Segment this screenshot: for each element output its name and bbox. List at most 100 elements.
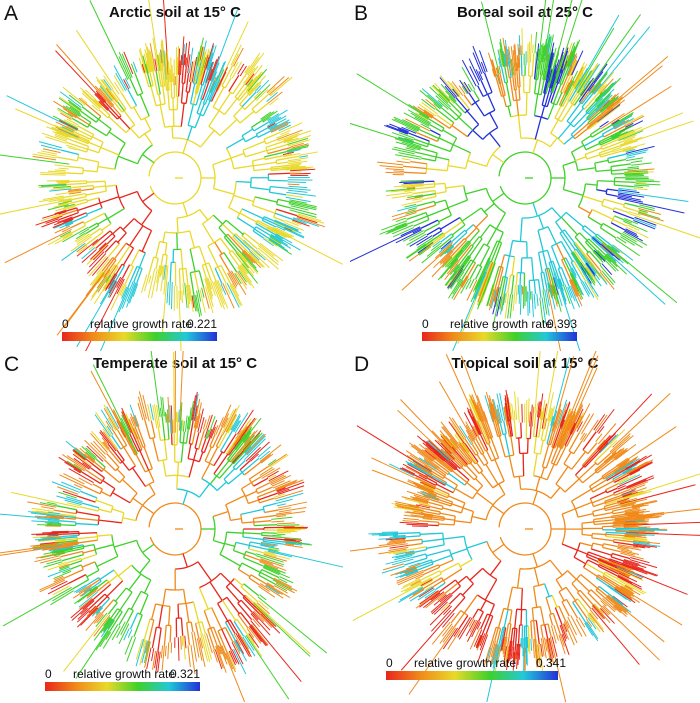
tree-branch (92, 483, 103, 490)
tree-branch (627, 167, 640, 170)
tree-branch (155, 71, 161, 95)
tree-branch (187, 443, 192, 459)
tree-branch (464, 227, 477, 240)
tree-branch (259, 497, 275, 504)
tree-branch (507, 397, 512, 419)
tree-branch (623, 206, 639, 213)
tree-branch (479, 224, 491, 238)
tree-branch (145, 640, 149, 654)
tree-branch (194, 114, 202, 128)
tree-branch (557, 433, 564, 447)
tree-arc (114, 264, 119, 268)
tree-branch (226, 596, 240, 614)
tree-branch (62, 569, 71, 574)
tree-branch (582, 431, 597, 451)
tree-branch (402, 578, 421, 588)
tree-branch (247, 68, 268, 92)
tree-arc (562, 165, 566, 190)
tree-branch (98, 118, 112, 130)
tree-branch (0, 545, 60, 556)
tree-branch (245, 446, 261, 462)
tree-branch (269, 237, 285, 249)
tree-arc (551, 240, 562, 247)
tree-branch (471, 621, 480, 638)
tree-branch (405, 466, 428, 479)
tree-branch (54, 540, 67, 543)
tree-branch (388, 546, 409, 551)
tree-arc (485, 188, 506, 214)
tree-branch (245, 550, 257, 556)
tree-branch (84, 439, 105, 461)
tree-branch (630, 557, 650, 564)
tree-branch (235, 233, 244, 242)
tree-branch (614, 449, 628, 460)
tree-branch (504, 66, 509, 83)
tree-branch (237, 266, 251, 286)
tree-arc (133, 218, 152, 232)
tree-branch (58, 564, 69, 569)
tree-branch (160, 50, 164, 64)
tree-branch (398, 136, 414, 143)
tree-branch (482, 421, 491, 439)
tree-branch (97, 217, 108, 225)
tree-branch (512, 628, 516, 647)
tree-branch (254, 85, 262, 92)
tree-branch (53, 100, 78, 117)
tree-branch (612, 506, 633, 512)
tree-branch (580, 281, 590, 297)
tree-branch (618, 459, 630, 468)
tree-branch (143, 618, 151, 640)
tree-branch (181, 36, 185, 66)
tree-branch (538, 215, 545, 229)
tree-branch (639, 204, 655, 210)
tree-branch (564, 433, 572, 446)
tree-branch (188, 400, 194, 430)
tree-branch (389, 463, 415, 477)
tree-branch (54, 133, 68, 140)
tree-branch (469, 398, 480, 422)
tree-branch (436, 448, 450, 461)
tree-branch (186, 41, 191, 67)
tree-branch (106, 453, 120, 468)
tree-branch (631, 500, 658, 508)
tree-branch (401, 126, 417, 134)
tree-branch (477, 634, 489, 662)
tree-branch (610, 561, 632, 571)
tree-branch (633, 543, 658, 548)
tree-branch (200, 82, 207, 100)
tree-branch (66, 141, 88, 150)
tree-branch (164, 242, 168, 255)
tree-branch (562, 623, 570, 640)
tree-arc (86, 199, 89, 203)
tree-branch (126, 282, 137, 308)
tree-branch (242, 140, 266, 151)
tree-branch (593, 235, 603, 244)
tree-arc (190, 245, 200, 250)
tree-arc (482, 127, 499, 140)
tree-branch (433, 514, 445, 518)
tree-arc (476, 594, 495, 605)
tree-branch (79, 587, 92, 597)
tree-branch (618, 572, 638, 583)
tree-branch (473, 426, 480, 436)
tree-branch (95, 606, 103, 614)
tree-arc (542, 466, 547, 469)
tree-branch (268, 470, 289, 482)
tree-branch (232, 73, 247, 95)
tree-branch (624, 115, 645, 127)
tree-branch (113, 242, 127, 260)
tree-branch (151, 627, 157, 649)
tree-branch (395, 569, 418, 579)
tree-branch (611, 168, 628, 172)
tree-branch (428, 143, 451, 153)
tree-branch (231, 283, 240, 297)
tree-branch (100, 409, 114, 429)
tree-branch (216, 460, 230, 477)
tree-branch (73, 468, 81, 474)
tree-branch (399, 569, 419, 578)
tree-branch (603, 471, 615, 480)
tree-branch (508, 455, 515, 478)
tree-branch (76, 606, 98, 628)
tree-branch (371, 469, 437, 496)
tree-branch (275, 479, 304, 491)
